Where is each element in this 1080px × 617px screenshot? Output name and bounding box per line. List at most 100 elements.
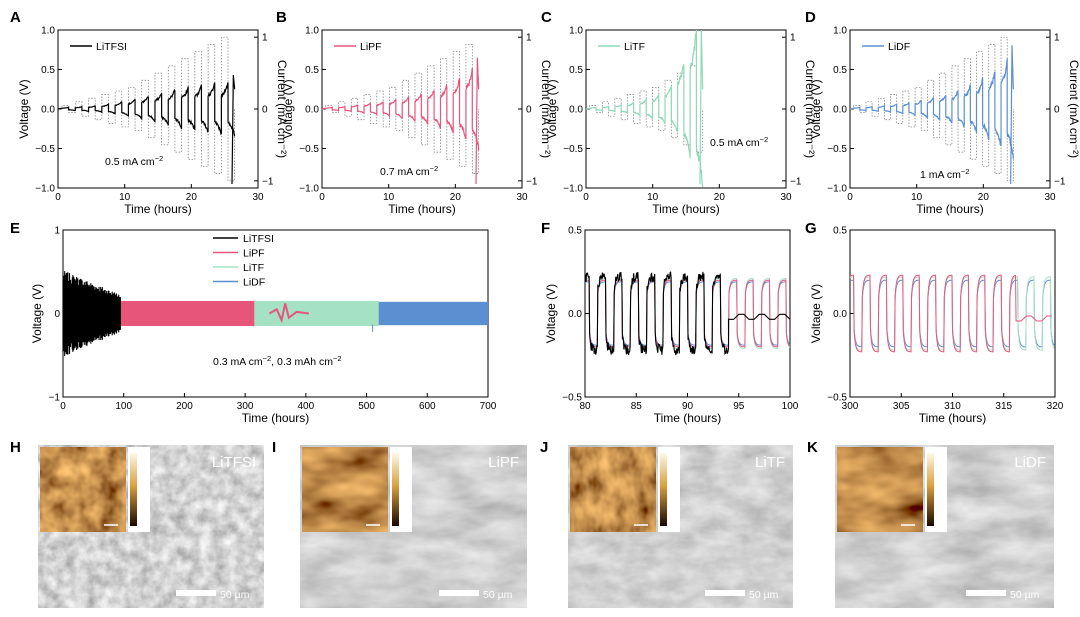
x-tick-label: 10 xyxy=(647,192,659,203)
x-tick-label: 30 xyxy=(252,192,264,203)
sem-label: LiDF xyxy=(1014,454,1046,471)
x-axis-label: Time (hours) xyxy=(916,202,984,216)
y-tick-label: −0.5 xyxy=(35,144,55,155)
x-tick-label: 310 xyxy=(944,401,961,412)
y-tick-label: 1.0 xyxy=(833,26,847,37)
afm-image xyxy=(570,447,656,532)
sem-panel-K: K LiDF 50 µm xyxy=(807,439,1054,608)
y-tick-label: −0.5 xyxy=(562,393,582,404)
x-tick-label: 315 xyxy=(995,401,1012,412)
panel-F: F 80 85 90 95 100 −0.5 0.0 0.5 Time (hours) Voltag… xyxy=(541,220,799,425)
y-axis-label: Voltage (V) xyxy=(544,284,558,343)
voltage-spike xyxy=(1010,45,1014,185)
y-tick-label: −1.0 xyxy=(299,184,319,195)
panel-label: C xyxy=(541,9,552,26)
x-axis-label: Time (hours) xyxy=(919,411,987,425)
panel-G: G 300 305 310 315 320 −0.5 0.0 0.5 Time (hours) Vo… xyxy=(805,220,1064,425)
plot-frame xyxy=(321,29,523,189)
scale-bar-label: 50 µm xyxy=(483,589,513,601)
x-tick-label: 305 xyxy=(893,401,910,412)
x-tick-label: 10 xyxy=(383,192,395,203)
annotation-part: 0.5 mA cm xyxy=(105,156,155,168)
x-tick-label: 80 xyxy=(579,401,591,412)
annotation-part: −2 xyxy=(961,167,970,176)
x-tick-label: 0 xyxy=(60,401,66,412)
y-tick-label: 0.0 xyxy=(41,105,55,116)
y-tick-label: 0.0 xyxy=(569,105,583,116)
y2-tick-label: 1 xyxy=(262,33,268,44)
x-axis-label: Time (hours) xyxy=(654,411,722,425)
afm-image xyxy=(837,447,923,532)
voltage-trace xyxy=(57,82,236,137)
scale-bar xyxy=(705,590,745,596)
sem-panel-J: J LiTF 50 µm xyxy=(540,439,793,608)
x-tick-label: 0 xyxy=(55,192,61,203)
x-tick-label: 30 xyxy=(780,192,792,203)
x-tick-label: 0 xyxy=(583,192,589,203)
y2-tick-label: −1 xyxy=(262,176,274,187)
voltage-spike xyxy=(231,75,236,185)
panel-label: G xyxy=(805,220,817,237)
panel-label: I xyxy=(272,439,276,456)
scale-bar xyxy=(176,590,216,596)
x-axis-label: Time (hours) xyxy=(652,202,720,216)
y-tick-label: 1.0 xyxy=(41,26,55,37)
sem-label: LiPF xyxy=(488,454,519,471)
y-tick-label: 1.0 xyxy=(569,26,583,37)
annotation-part: 0.3 mA cm xyxy=(213,356,263,368)
x-tick-label: 10 xyxy=(911,192,923,203)
plot-frame xyxy=(849,29,1051,189)
y2-axis-label: Current (mA cm⁻²) xyxy=(275,60,289,158)
panel-label: E xyxy=(10,220,20,237)
scale-bar xyxy=(966,590,1006,596)
colorbar xyxy=(927,453,934,526)
y2-tick-label: 0 xyxy=(526,105,532,116)
y2-tick-label: 1 xyxy=(526,33,532,44)
y-axis-label: Voltage (V) xyxy=(17,79,31,138)
y-tick-label: 0 xyxy=(54,309,60,320)
voltage-spike xyxy=(699,29,704,185)
x-tick-label: 600 xyxy=(419,401,436,412)
y-axis-label: Voltage (V) xyxy=(809,79,823,138)
sem-label: LiTF xyxy=(755,454,785,471)
series-LiTFSI xyxy=(584,271,791,356)
lipf-blip xyxy=(268,303,310,324)
panel-label: D xyxy=(805,9,816,26)
x-tick-label: 0 xyxy=(319,192,325,203)
annotation-part: , 0.3 mAh cm xyxy=(271,356,333,368)
y2-tick-label: 0 xyxy=(790,105,796,116)
annotation-part: 0.7 mA cm xyxy=(380,166,430,178)
series-LiTFSI xyxy=(62,271,121,356)
x-tick-label: 20 xyxy=(714,192,726,203)
y-tick-label: 0.5 xyxy=(568,226,582,237)
voltage-trace xyxy=(321,68,480,151)
panel-label: K xyxy=(807,439,818,456)
afm-image xyxy=(40,447,126,532)
sem-panel-I: I LiPF 50 µm xyxy=(272,439,527,608)
y-tick-label: 0.0 xyxy=(305,105,319,116)
y2-tick-label: 0 xyxy=(1054,105,1060,116)
panel-label: H xyxy=(10,439,21,456)
y-tick-label: −0.5 xyxy=(827,144,847,155)
x-tick-label: 30 xyxy=(1044,192,1056,203)
legend-label: LiTF xyxy=(243,262,264,274)
cycling-annotation: 0.3 mA cm−2, 0.3 mAh cm−2 xyxy=(213,354,342,369)
x-tick-label: 95 xyxy=(733,401,745,412)
x-tick-label: 85 xyxy=(631,401,643,412)
y2-tick-label: −1 xyxy=(526,176,538,187)
rate-annotation: 0.5 mA cm−2 xyxy=(710,135,768,150)
legend-label: LiPF xyxy=(360,41,382,53)
y-tick-label: −1.0 xyxy=(563,184,583,195)
y-tick-label: −0.5 xyxy=(827,393,847,404)
x-tick-label: 20 xyxy=(978,192,990,203)
x-tick-label: 300 xyxy=(237,401,254,412)
current-trace xyxy=(58,36,236,182)
legend-label: LiPF xyxy=(243,248,265,260)
series-LiPF xyxy=(849,274,1052,353)
x-tick-label: 320 xyxy=(1047,401,1064,412)
current-trace xyxy=(586,65,704,153)
rate-annotation: 0.7 mA cm−2 xyxy=(380,164,438,179)
scale-bar-label: 50 µm xyxy=(1010,589,1040,601)
